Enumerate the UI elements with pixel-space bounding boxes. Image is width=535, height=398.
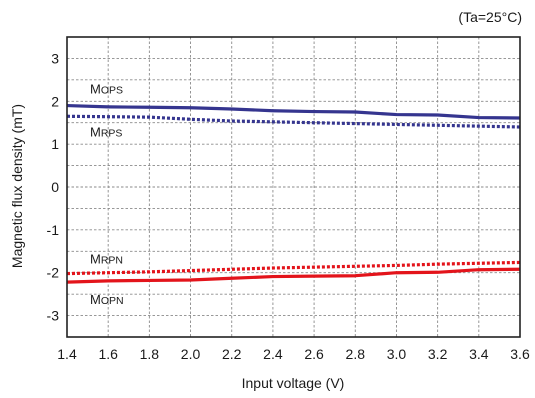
x-tick-label: 2.2 [222,346,242,362]
plot-frame [66,36,521,338]
y-tick-label: 2 [51,93,59,109]
x-tick-labels: 1.4 1.6 1.8 2.0 2.2 2.4 2.6 2.8 3.0 3.2 3.4 3.6 [57,346,530,362]
x-tick-label: 3.4 [469,346,489,362]
x-tick-label: 2.0 [181,346,201,362]
series-label-mrpn: MRPN [90,252,123,267]
y-tick-label: 0 [51,179,59,195]
series-labels: MOPS MRPS MRPN MOPN [90,82,124,308]
y-tick-label: 1 [51,136,59,152]
x-tick-label: 3.6 [510,346,530,362]
condition-label: (Ta=25°C) [458,9,522,25]
y-tick-label: -2 [47,265,60,281]
series-line-mopn [66,267,521,284]
y-tick-label: 3 [51,50,59,66]
x-tick-label: 3.0 [387,346,407,362]
x-tick-label: 2.8 [346,346,366,362]
series-label-mrps: MRPS [90,124,122,139]
series-line-mrpn [66,260,521,276]
x-tick-label: 3.2 [428,346,448,362]
series-label-mopn: MOPN [90,292,124,307]
y-tick-label: -1 [47,222,60,238]
y-axis-title: Magnetic flux density (mT) [9,104,25,268]
series-line-mops [66,103,521,120]
series-label-mops: MOPS [90,82,123,97]
y-tick-labels: -3 -2 -1 0 1 2 3 [47,50,60,323]
x-axis-title: Input voltage (V) [242,375,345,391]
x-tick-label: 1.6 [98,346,118,362]
x-tick-label: 2.6 [304,346,324,362]
x-tick-label: 1.8 [140,346,160,362]
x-tick-label: 1.4 [57,346,77,362]
y-tick-label: -3 [47,308,60,324]
x-tick-label: 2.4 [263,346,283,362]
series-lines [66,103,521,284]
grid [67,37,520,337]
series-line-mrps [66,114,521,129]
